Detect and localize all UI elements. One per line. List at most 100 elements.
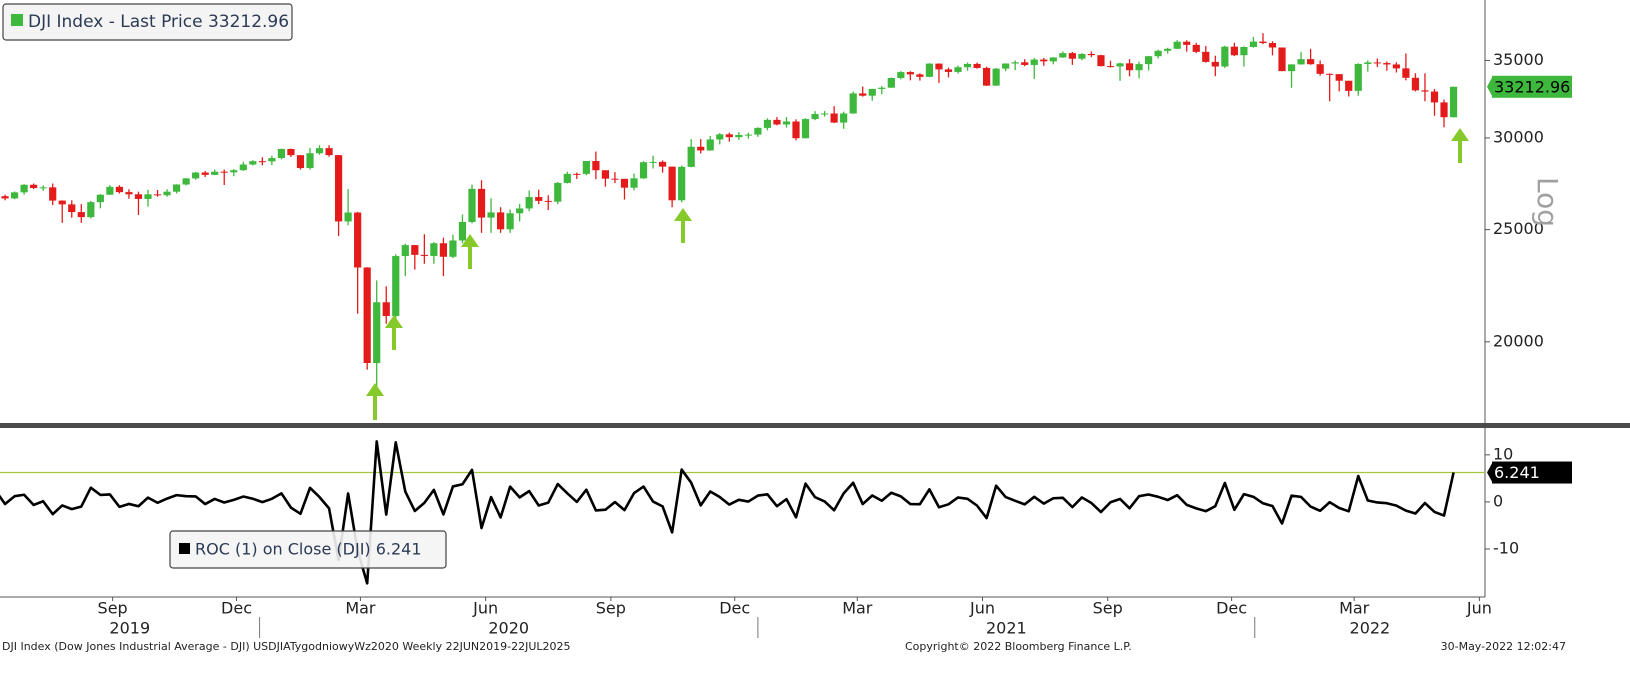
last-price-pointer: [1487, 75, 1493, 98]
candle-body: [68, 204, 76, 213]
y-tick-label: 35000: [1493, 50, 1544, 69]
price-legend: DJI Index - Last Price 33212.96: [2, 3, 293, 41]
candle-body: [725, 134, 733, 138]
candle-body: [601, 170, 610, 179]
y-tick-label: 30000: [1493, 127, 1544, 146]
candle-body: [1059, 53, 1067, 58]
candle-body: [1040, 59, 1048, 62]
candle-body: [687, 146, 695, 167]
candle-body: [1164, 48, 1172, 51]
arrow: [674, 208, 692, 243]
candle-body: [678, 166, 686, 201]
x-tick-label: Sep: [98, 599, 128, 618]
footer-left: DJI Index (Dow Jones Industrial Average …: [2, 640, 571, 653]
candle-body: [1316, 64, 1324, 74]
candle-body: [706, 139, 714, 151]
candle-body: [1221, 46, 1229, 67]
candle-body: [639, 162, 648, 179]
y-tick-label: 0: [1493, 491, 1503, 510]
x-tick-label: Mar: [345, 599, 376, 618]
candle-body: [334, 155, 343, 222]
arrow: [385, 315, 403, 350]
candle-body: [163, 191, 171, 196]
candle-body: [563, 173, 571, 183]
candle-body: [1411, 77, 1420, 91]
axes: 20000 25000 30000 35000 33212.96 Sep Dec Mar Jun…: [98, 50, 1572, 638]
x-tick-label: Mar: [842, 599, 873, 618]
last-value-pointer: [1487, 461, 1493, 484]
candle-body: [296, 155, 305, 169]
candle-body: [630, 178, 638, 188]
legend-swatch: [179, 543, 190, 554]
candle-body: [1297, 59, 1305, 65]
candle-body: [449, 240, 457, 257]
candle-body: [1078, 53, 1086, 59]
candle-body: [1287, 64, 1296, 72]
candle-body: [1211, 61, 1219, 67]
candle-body: [1326, 73, 1334, 75]
last-price-box: [1492, 75, 1572, 98]
candle-body: [39, 187, 47, 189]
candle-body: [954, 67, 962, 72]
candle-body: [1240, 46, 1248, 56]
candle-body: [30, 184, 38, 189]
candle-body: [268, 158, 276, 162]
candle-body: [325, 148, 333, 156]
candle-body: [849, 93, 857, 114]
candle-body: [201, 172, 209, 175]
candle-body: [535, 197, 543, 201]
candle-body: [525, 197, 533, 209]
candle-body: [906, 72, 914, 75]
candle-body: [840, 113, 848, 123]
x-tick-label: Dec: [221, 599, 252, 618]
candle-body: [1202, 51, 1210, 62]
candle-body: [1278, 47, 1286, 72]
candle-body: [668, 166, 676, 201]
candle-body: [506, 213, 514, 230]
y-tick-label: 25000: [1493, 219, 1544, 238]
candle-body: [582, 161, 590, 174]
axis-scale-label: Log: [1531, 177, 1564, 227]
y-tick-label: -10: [1493, 538, 1519, 557]
candle-body: [811, 114, 819, 120]
candle-body: [239, 164, 247, 171]
candle-body: [373, 302, 381, 364]
candle-body: [878, 87, 886, 89]
y-tick-label: 10: [1493, 444, 1513, 463]
candle-body: [887, 77, 895, 88]
candle-body: [134, 194, 143, 199]
candle-body: [1268, 43, 1277, 48]
candle-body: [172, 184, 181, 192]
legend-swatch: [11, 14, 23, 26]
candle-body: [1183, 41, 1191, 45]
candle-body: [754, 127, 762, 135]
candle-body: [544, 200, 552, 202]
y-tick-label: 20000: [1493, 331, 1544, 350]
candle-body: [182, 178, 190, 185]
candle-body: [1373, 62, 1381, 64]
candle-body: [77, 212, 85, 218]
roc-panel: [0, 440, 1485, 585]
last-value-label: 6.241: [1494, 463, 1540, 482]
candle-body: [868, 88, 876, 96]
candle-body: [916, 74, 924, 77]
candle-body: [1068, 53, 1076, 59]
footer-center: Copyright© 2022 Bloomberg Finance L.P.: [905, 640, 1132, 653]
candle-body: [468, 188, 476, 222]
candle-body: [87, 202, 95, 218]
price-panel: [1, 33, 1458, 389]
candle-body: [125, 192, 133, 195]
candle-body: [382, 302, 390, 317]
candle-body: [439, 243, 448, 257]
candle-body: [935, 63, 943, 70]
candle-body: [1345, 80, 1353, 91]
candle-body: [944, 69, 953, 72]
panel-divider: [0, 423, 1630, 428]
candle-body: [430, 243, 438, 256]
candle-body: [363, 267, 371, 364]
candle-body: [354, 212, 362, 268]
candle-body: [115, 186, 124, 193]
candle-body: [58, 200, 66, 205]
